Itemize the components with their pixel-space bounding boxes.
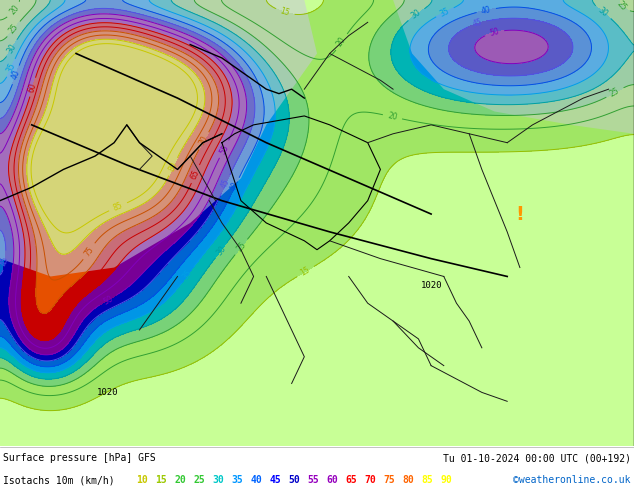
Text: 1020: 1020 bbox=[97, 388, 119, 397]
Text: 20: 20 bbox=[8, 3, 21, 17]
Text: 40: 40 bbox=[250, 475, 262, 485]
Text: 55: 55 bbox=[307, 475, 320, 485]
Text: 45: 45 bbox=[471, 18, 483, 29]
Text: 75: 75 bbox=[82, 245, 96, 258]
Text: 40: 40 bbox=[10, 69, 22, 81]
Text: 75: 75 bbox=[384, 475, 396, 485]
Text: Tu 01-10-2024 00:00 UTC (00+192): Tu 01-10-2024 00:00 UTC (00+192) bbox=[443, 453, 631, 463]
Text: 15: 15 bbox=[299, 265, 312, 278]
Text: 30: 30 bbox=[597, 6, 610, 19]
Text: 45: 45 bbox=[269, 475, 281, 485]
Text: 25: 25 bbox=[7, 23, 20, 36]
Text: 40: 40 bbox=[481, 5, 492, 16]
Text: 70: 70 bbox=[365, 475, 377, 485]
Text: 50: 50 bbox=[489, 27, 500, 38]
Text: Surface pressure [hPa] GFS: Surface pressure [hPa] GFS bbox=[3, 453, 156, 463]
Text: 35: 35 bbox=[5, 62, 17, 74]
Text: 15: 15 bbox=[155, 475, 167, 485]
Text: 70: 70 bbox=[198, 134, 210, 147]
Polygon shape bbox=[393, 0, 634, 134]
Text: 10: 10 bbox=[136, 475, 148, 485]
Text: Isotachs 10m (km/h): Isotachs 10m (km/h) bbox=[3, 475, 115, 485]
Text: 40: 40 bbox=[229, 180, 241, 193]
Text: 30: 30 bbox=[410, 8, 423, 21]
Text: 35: 35 bbox=[231, 475, 243, 485]
Text: 55: 55 bbox=[218, 143, 230, 155]
Text: 30: 30 bbox=[6, 42, 18, 54]
Text: 35: 35 bbox=[439, 6, 451, 19]
Text: 45: 45 bbox=[219, 178, 232, 190]
Text: 65: 65 bbox=[346, 475, 358, 485]
Text: 30: 30 bbox=[212, 475, 224, 485]
Text: 15: 15 bbox=[279, 6, 291, 18]
Text: 60: 60 bbox=[327, 475, 339, 485]
Text: !: ! bbox=[515, 204, 524, 223]
Text: 50: 50 bbox=[101, 294, 115, 306]
Text: 45: 45 bbox=[0, 255, 10, 266]
Text: 20: 20 bbox=[335, 36, 348, 49]
Text: 20: 20 bbox=[387, 111, 398, 122]
Text: 80: 80 bbox=[403, 475, 415, 485]
Text: ©weatheronline.co.uk: ©weatheronline.co.uk bbox=[514, 475, 631, 485]
Text: 25: 25 bbox=[615, 0, 628, 12]
Text: 20: 20 bbox=[174, 475, 186, 485]
Text: 25: 25 bbox=[235, 241, 248, 253]
Text: 50: 50 bbox=[288, 475, 301, 485]
Polygon shape bbox=[0, 0, 317, 276]
Text: 35: 35 bbox=[181, 269, 194, 282]
Text: 60: 60 bbox=[27, 81, 39, 93]
Text: 85: 85 bbox=[422, 475, 434, 485]
Text: 30: 30 bbox=[214, 244, 228, 257]
Text: 25: 25 bbox=[609, 86, 621, 99]
Text: 65: 65 bbox=[190, 168, 202, 180]
Text: 25: 25 bbox=[193, 475, 205, 485]
Text: 1020: 1020 bbox=[420, 281, 442, 290]
Text: 80: 80 bbox=[167, 160, 179, 173]
Text: 85: 85 bbox=[112, 201, 124, 213]
Text: 90: 90 bbox=[441, 475, 453, 485]
